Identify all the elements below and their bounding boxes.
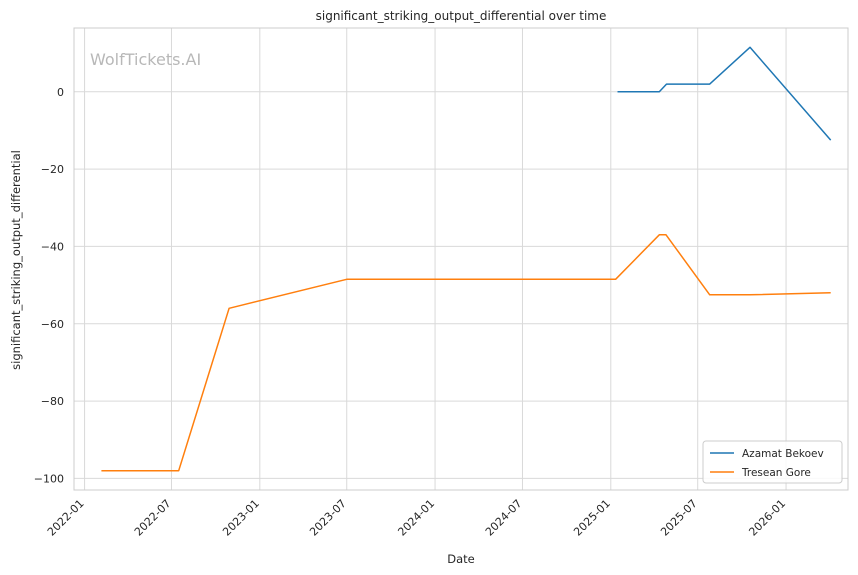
x-tick-label: 2022-07 xyxy=(132,497,174,539)
legend-label-azamat-bekoev: Azamat Bekoev xyxy=(742,448,824,460)
x-tick-label: 2022-01 xyxy=(45,497,87,539)
series-layer xyxy=(101,46,832,472)
grid xyxy=(74,28,848,490)
legend: Azamat Bekoev Tresean Gore xyxy=(702,440,843,484)
y-tick-label: −60 xyxy=(41,318,64,331)
series-line-azamat-bekoev xyxy=(617,46,832,141)
y-tick-labels: 0 −20 −40 −60 −80 −100 xyxy=(34,86,64,486)
watermark: WolfTickets.AI xyxy=(90,50,201,69)
chart-title: significant_striking_output_differential… xyxy=(316,9,607,23)
x-tick-label: 2025-01 xyxy=(571,497,613,539)
series-line-tresean-gore xyxy=(101,234,831,472)
plot-frame xyxy=(73,27,849,491)
legend-label-tresean-gore: Tresean Gore xyxy=(741,467,811,479)
x-tick-label: 2024-01 xyxy=(395,497,437,539)
x-tick-labels: 2022-01 2022-07 2023-01 2023-07 2024-01 2024-… xyxy=(45,497,788,539)
x-tick-label: 2023-01 xyxy=(220,497,262,539)
x-tick-label: 2024-07 xyxy=(483,497,525,539)
x-tick-label: 2023-07 xyxy=(307,497,349,539)
y-tick-label: −20 xyxy=(41,163,64,176)
y-tick-label: −40 xyxy=(41,240,64,253)
y-tick-label: 0 xyxy=(57,86,64,99)
y-tick-label: −80 xyxy=(41,395,64,408)
x-axis-label: Date xyxy=(447,552,475,566)
plot-background xyxy=(74,28,848,490)
y-axis-label: significant_striking_output_differential xyxy=(9,150,23,370)
x-tick-label: 2026-01 xyxy=(746,497,788,539)
x-tick-label: 2025-07 xyxy=(658,497,700,539)
legend-box xyxy=(702,440,843,484)
y-tick-label: −100 xyxy=(34,472,64,485)
